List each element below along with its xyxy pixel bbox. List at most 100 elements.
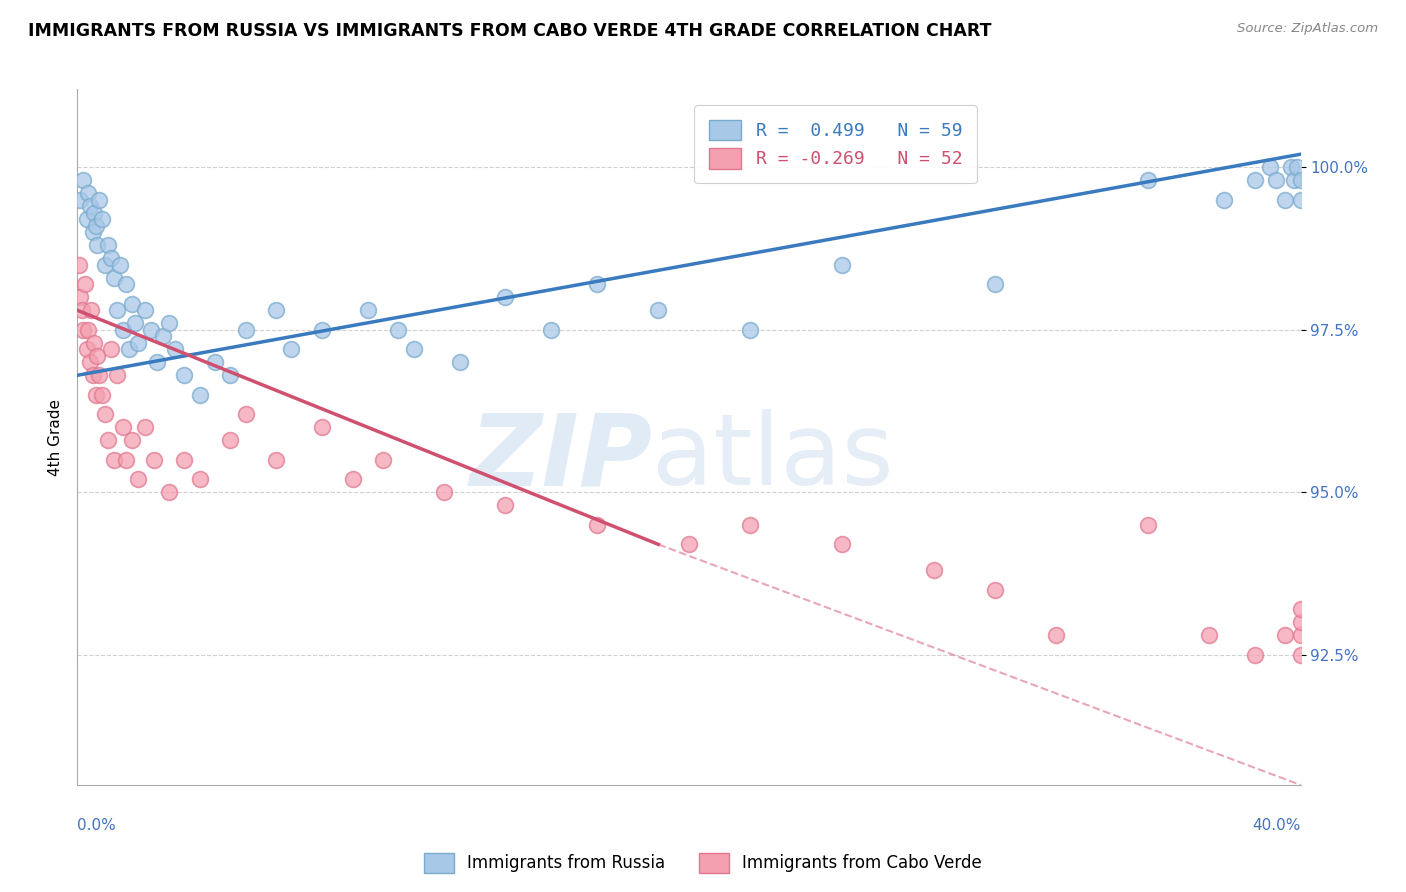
Point (152, 329, 174, 343)
Point (139, 323, 162, 337)
Point (165, 343, 187, 357)
Point (134, 303, 156, 318)
Point (402, 343, 425, 357)
Point (922, 563, 945, 577)
Point (127, 472, 149, 486)
Point (84, 388, 107, 402)
Point (121, 297, 143, 311)
Point (1289, 628, 1312, 642)
Point (586, 517, 609, 532)
Point (79, 199, 101, 213)
Point (371, 453, 394, 467)
Point (90, 388, 112, 402)
Point (188, 472, 211, 486)
Point (1243, 173, 1265, 187)
Point (72, 323, 94, 337)
Point (586, 277, 609, 292)
Point (157, 485, 180, 500)
Point (1136, 517, 1159, 532)
Point (100, 252, 122, 266)
Point (280, 343, 302, 357)
Point (740, 323, 762, 337)
Point (79, 355, 101, 369)
Point (105, 368, 128, 383)
Point (115, 453, 138, 467)
Point (1243, 648, 1265, 662)
Point (264, 453, 287, 467)
Point (82, 368, 104, 383)
Point (311, 420, 333, 434)
Point (357, 303, 380, 318)
Point (173, 368, 195, 383)
Point (1045, 628, 1067, 642)
Point (83, 206, 105, 220)
Point (1289, 602, 1312, 616)
Point (219, 368, 242, 383)
Point (82, 225, 104, 239)
Point (134, 420, 156, 434)
Point (264, 303, 287, 318)
Point (235, 323, 257, 337)
Point (1289, 615, 1312, 630)
Point (87, 193, 110, 207)
Point (831, 258, 853, 272)
Point (94, 407, 117, 421)
Point (1274, 193, 1296, 207)
Point (1198, 628, 1220, 642)
Point (1265, 173, 1288, 187)
Point (103, 453, 125, 467)
Point (1289, 173, 1312, 187)
Point (103, 270, 125, 285)
Point (90, 212, 112, 227)
Point (1258, 160, 1281, 174)
Point (112, 420, 135, 434)
Text: 0.0%: 0.0% (77, 818, 117, 832)
Point (97, 434, 120, 448)
Point (495, 290, 517, 304)
Legend: R =  0.499   N = 59, R = -0.269   N = 52: R = 0.499 N = 59, R = -0.269 N = 52 (695, 105, 977, 183)
Point (647, 303, 669, 318)
Point (984, 582, 1007, 597)
Point (77, 323, 100, 337)
Point (495, 499, 517, 513)
Point (115, 277, 138, 292)
Point (94, 258, 117, 272)
Point (80, 303, 103, 318)
Point (124, 316, 146, 330)
Legend: Immigrants from Russia, Immigrants from Cabo Verde: Immigrants from Russia, Immigrants from … (418, 847, 988, 880)
Point (69, 193, 91, 207)
Point (1289, 648, 1312, 662)
Text: atlas: atlas (652, 409, 894, 507)
Point (387, 323, 409, 337)
Point (72, 173, 94, 187)
Point (100, 343, 122, 357)
Point (311, 323, 333, 337)
Point (188, 388, 211, 402)
Point (97, 238, 120, 252)
Point (831, 537, 853, 551)
Point (83, 335, 105, 350)
Point (146, 355, 169, 369)
Point (342, 472, 364, 486)
Point (76, 343, 98, 357)
Point (1274, 628, 1296, 642)
Point (69, 290, 91, 304)
Point (127, 335, 149, 350)
Point (86, 238, 108, 252)
Point (449, 355, 471, 369)
Point (1286, 160, 1309, 174)
Point (219, 434, 242, 448)
Point (70, 303, 93, 318)
Text: ZIP: ZIP (470, 409, 652, 507)
Point (105, 303, 128, 318)
Point (204, 355, 226, 369)
Point (984, 277, 1007, 292)
Point (84, 219, 107, 233)
Y-axis label: 4th Grade: 4th Grade (48, 399, 63, 475)
Text: IMMIGRANTS FROM RUSSIA VS IMMIGRANTS FROM CABO VERDE 4TH GRADE CORRELATION CHART: IMMIGRANTS FROM RUSSIA VS IMMIGRANTS FRO… (28, 22, 991, 40)
Point (1284, 173, 1306, 187)
Point (87, 368, 110, 383)
Point (540, 323, 562, 337)
Point (678, 537, 700, 551)
Point (67, 258, 90, 272)
